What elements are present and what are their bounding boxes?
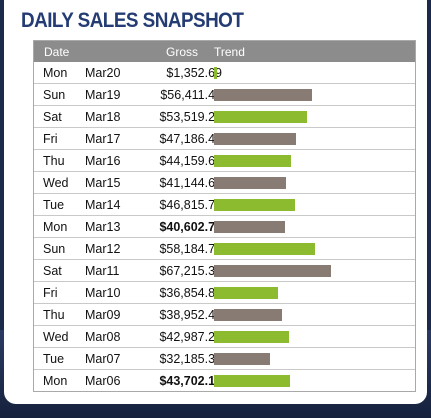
column-header-gross: Gross — [166, 45, 199, 59]
cell-day: Sat — [43, 110, 62, 124]
cell-day: Tue — [43, 352, 65, 366]
cell-gross: $67,215.37 — [159, 264, 222, 278]
cell-date: Mar15 — [85, 176, 121, 190]
trend-bar — [214, 133, 296, 145]
table-row: Fri Mar10 $36,854.86 — [34, 282, 415, 304]
cell-date: Mar18 — [85, 110, 121, 124]
cell-gross: $43,702.15 — [159, 374, 222, 388]
table-row: Tue Mar14 $46,815.73 — [34, 194, 415, 216]
cell-day: Tue — [43, 198, 65, 212]
cell-date: Mar19 — [85, 88, 121, 102]
table-row: Mon Mar20 $1,352.69 — [34, 62, 415, 84]
table-row: Sat Mar11 $67,215.37 — [34, 260, 415, 282]
cell-day: Mon — [43, 220, 68, 234]
trend-bar — [214, 375, 290, 387]
cell-gross: $56,411.44 — [160, 88, 222, 102]
table-row: Mon Mar06 $43,702.15 — [34, 370, 415, 392]
table-row: Sat Mar18 $53,519.23 — [34, 106, 415, 128]
sales-table: Date Gross Trend Mon Mar20 $1,352.69 Sun Mar… — [33, 40, 416, 392]
page-title: DAILY SALES SNAPSHOT — [21, 9, 244, 32]
trend-bar — [214, 199, 295, 211]
trend-bar — [214, 111, 307, 123]
trend-bar — [214, 309, 282, 321]
cell-day: Fri — [43, 132, 58, 146]
cell-day: Fri — [43, 286, 58, 300]
table-row: Fri Mar17 $47,186.46 — [34, 128, 415, 150]
table-header: Date Gross Trend — [34, 41, 415, 62]
cell-date: Mar12 — [85, 242, 121, 256]
table-row: Thu Mar09 $38,952.46 — [34, 304, 415, 326]
cell-date: Mar11 — [85, 264, 120, 278]
cell-gross: $32,185.39 — [159, 352, 222, 366]
cell-day: Thu — [43, 154, 65, 168]
column-header-date: Date — [44, 45, 70, 59]
table-row: Thu Mar16 $44,159.67 — [34, 150, 415, 172]
column-header-trend: Trend — [214, 45, 245, 59]
cell-date: Mar10 — [85, 286, 121, 300]
trend-bar — [214, 353, 270, 365]
cell-date: Mar06 — [85, 374, 121, 388]
trend-bar — [214, 265, 331, 277]
cell-gross: $58,184.71 — [159, 242, 222, 256]
table-body: Mon Mar20 $1,352.69 Sun Mar19 $56,411.44 Sat Ma… — [34, 62, 415, 392]
cell-gross: $38,952.46 — [159, 308, 222, 322]
cell-day: Sun — [43, 88, 66, 102]
cell-date: Mar13 — [85, 220, 121, 234]
cell-gross: $47,186.46 — [159, 132, 222, 146]
table-row: Mon Mar13 $40,602.71 — [34, 216, 415, 238]
trend-bar — [214, 89, 312, 101]
cell-day: Mon — [43, 374, 68, 388]
trend-bar — [214, 177, 286, 189]
table-row: Sun Mar19 $56,411.44 — [34, 84, 415, 106]
cell-day: Wed — [43, 176, 69, 190]
cell-gross: $44,159.67 — [159, 154, 222, 168]
cell-day: Mon — [43, 66, 68, 80]
cell-gross: $46,815.73 — [159, 198, 222, 212]
cell-gross: $40,602.71 — [159, 220, 222, 234]
cell-date: Mar14 — [85, 198, 121, 212]
table-row: Tue Mar07 $32,185.39 — [34, 348, 415, 370]
table-row: Wed Mar15 $41,144.69 — [34, 172, 415, 194]
cell-gross: $53,519.23 — [159, 110, 222, 124]
sales-card: DAILY SALES SNAPSHOT Date Gross Trend Mo… — [4, 0, 427, 404]
cell-date: Mar07 — [85, 352, 121, 366]
trend-bar — [214, 155, 291, 167]
cell-date: Mar16 — [85, 154, 121, 168]
cell-date: Mar20 — [85, 66, 121, 80]
cell-gross: $36,854.86 — [159, 286, 222, 300]
cell-day: Sun — [43, 242, 66, 256]
trend-bar — [214, 243, 315, 255]
cell-date: Mar09 — [85, 308, 121, 322]
cell-gross: $1,352.69 — [166, 66, 222, 80]
cell-date: Mar17 — [85, 132, 121, 146]
cell-day: Sat — [43, 264, 62, 278]
trend-bar — [214, 67, 217, 79]
trend-bar — [214, 331, 289, 343]
cell-gross: $41,144.69 — [159, 176, 222, 190]
trend-bar — [214, 221, 285, 233]
table-row: Sun Mar12 $58,184.71 — [34, 238, 415, 260]
cell-gross: $42,987.20 — [159, 330, 222, 344]
table-row: Wed Mar08 $42,987.20 — [34, 326, 415, 348]
cell-day: Wed — [43, 330, 69, 344]
cell-day: Thu — [43, 308, 65, 322]
trend-bar — [214, 287, 278, 299]
cell-date: Mar08 — [85, 330, 121, 344]
